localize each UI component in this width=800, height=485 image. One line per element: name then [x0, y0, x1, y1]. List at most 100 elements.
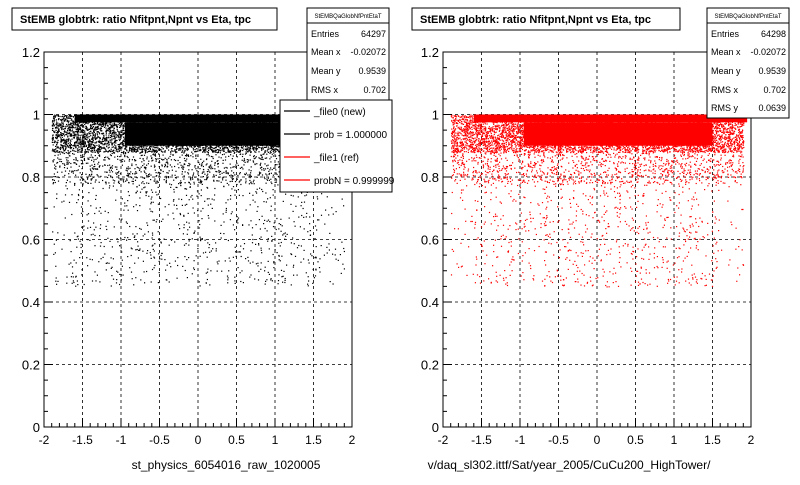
data-point	[200, 256, 201, 257]
data-point	[278, 176, 279, 177]
data-point	[83, 229, 84, 230]
data-point	[60, 154, 61, 155]
data-point	[97, 157, 98, 158]
data-point	[151, 281, 152, 282]
data-point	[186, 155, 187, 156]
data-point	[55, 281, 56, 282]
data-point	[146, 173, 147, 174]
data-point	[124, 156, 125, 157]
data-point	[150, 203, 151, 204]
data-point	[186, 259, 187, 260]
data-point	[297, 247, 298, 248]
data-point	[175, 175, 176, 176]
data-point	[58, 154, 59, 155]
data-point	[66, 152, 67, 153]
data-point	[319, 258, 320, 259]
data-point	[137, 191, 138, 192]
data-point	[73, 127, 74, 128]
data-point	[94, 245, 95, 246]
data-point	[225, 180, 226, 181]
data-point	[340, 254, 341, 255]
data-point	[210, 270, 211, 271]
data-point	[97, 138, 98, 139]
data-point	[327, 252, 328, 253]
data-point	[230, 154, 231, 155]
data-point	[265, 173, 266, 174]
data-point	[184, 245, 185, 246]
data-point	[67, 168, 68, 169]
data-point	[187, 229, 188, 230]
data-point	[169, 184, 170, 185]
data-point	[71, 139, 72, 140]
data-point	[158, 182, 159, 183]
data-point	[282, 234, 283, 235]
data-point	[152, 150, 153, 151]
data-point	[258, 175, 259, 176]
data-point	[173, 180, 174, 181]
data-point	[87, 265, 88, 266]
data-point	[174, 166, 175, 167]
data-point	[207, 198, 208, 199]
data-point	[137, 177, 138, 178]
data-point	[293, 195, 294, 196]
data-point	[207, 272, 208, 273]
data-point	[131, 165, 132, 166]
data-point	[154, 180, 155, 181]
data-point	[203, 252, 204, 253]
data-point	[184, 158, 185, 159]
data-point	[116, 140, 117, 141]
data-point	[95, 137, 96, 138]
data-point	[86, 127, 87, 128]
data-point	[57, 123, 58, 124]
data-point	[54, 115, 55, 116]
data-point	[68, 116, 69, 117]
data-point	[132, 149, 133, 150]
data-point	[276, 182, 277, 183]
data-point	[130, 176, 131, 177]
data-point	[203, 169, 204, 170]
data-point	[224, 154, 225, 155]
data-point	[132, 248, 133, 249]
data-point	[197, 239, 198, 240]
data-point	[276, 158, 277, 159]
data-point	[61, 132, 62, 133]
data-point	[108, 130, 109, 131]
data-point	[121, 247, 122, 248]
data-point	[96, 141, 97, 142]
data-point	[154, 257, 155, 258]
data-point	[154, 243, 155, 244]
data-point	[64, 165, 65, 166]
data-point	[254, 183, 255, 184]
data-point	[176, 208, 177, 209]
data-point	[208, 205, 209, 206]
data-point	[90, 145, 91, 146]
data-point	[276, 218, 277, 219]
data-point	[81, 227, 82, 228]
data-point	[271, 173, 272, 174]
data-point	[267, 180, 268, 181]
data-point	[87, 214, 88, 215]
data-point	[76, 202, 77, 203]
data-point	[77, 122, 78, 123]
data-point	[228, 270, 229, 271]
data-point	[214, 168, 215, 169]
data-point	[118, 178, 119, 179]
data-point	[161, 242, 162, 243]
data-point	[256, 156, 257, 157]
data-point	[166, 181, 167, 182]
data-point	[94, 159, 95, 160]
data-point	[236, 148, 237, 149]
data-point	[103, 123, 104, 124]
data-point	[97, 163, 98, 164]
data-point	[169, 263, 170, 264]
data-point	[82, 211, 83, 212]
data-point	[139, 185, 140, 186]
data-point	[116, 169, 117, 170]
data-point	[284, 282, 285, 283]
data-point	[263, 168, 264, 169]
data-point	[249, 174, 250, 175]
data-point	[91, 179, 92, 180]
data-point	[64, 153, 65, 154]
data-point	[115, 173, 116, 174]
data-point	[59, 161, 60, 162]
